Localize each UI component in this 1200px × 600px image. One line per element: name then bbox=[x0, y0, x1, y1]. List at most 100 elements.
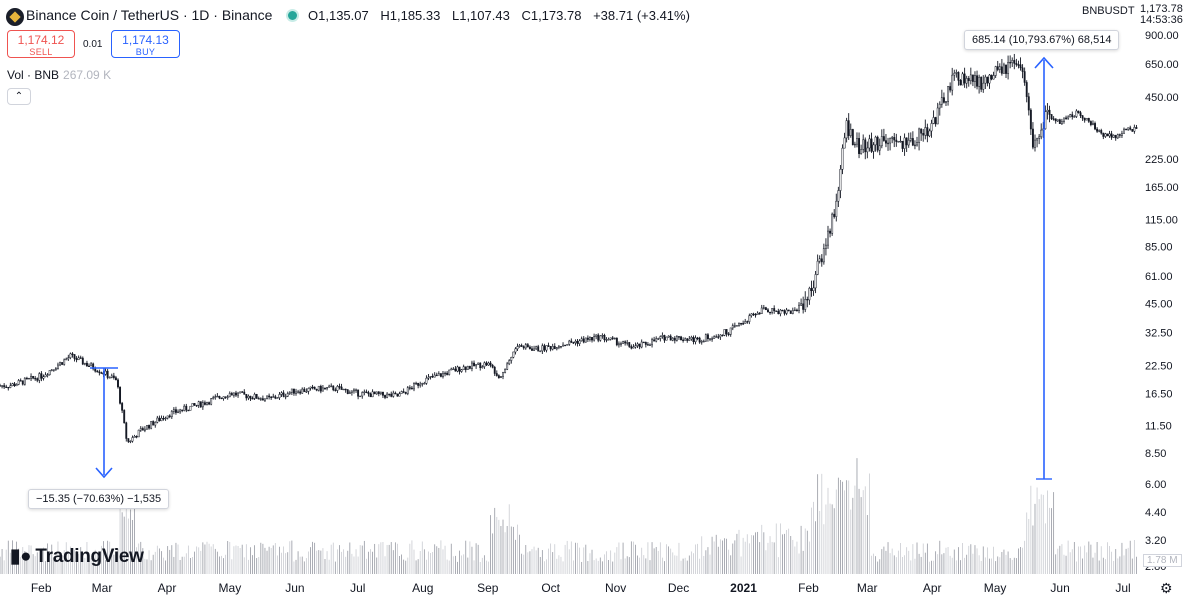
candle-body bbox=[342, 388, 345, 391]
candle-body bbox=[307, 388, 310, 392]
candle-body bbox=[837, 190, 840, 202]
tradingview-logo[interactable]: ▮● TradingView bbox=[10, 545, 144, 568]
candle-body bbox=[936, 107, 939, 125]
candle-body bbox=[400, 391, 403, 394]
candle-body bbox=[479, 362, 482, 368]
candle-body bbox=[206, 402, 208, 405]
candle-body bbox=[851, 129, 854, 146]
candle-body bbox=[920, 128, 923, 134]
candle-body bbox=[371, 391, 374, 398]
candle-body bbox=[15, 384, 18, 387]
candle-body bbox=[363, 391, 366, 393]
candle-body bbox=[114, 377, 117, 381]
candle-body bbox=[468, 366, 471, 369]
candle-body bbox=[727, 333, 730, 335]
candle-body bbox=[580, 338, 583, 342]
candle-body bbox=[657, 338, 660, 340]
last-price: 1,173.78 bbox=[1140, 3, 1183, 15]
candle-body bbox=[711, 338, 714, 340]
candle-body bbox=[775, 310, 778, 312]
buy-button[interactable]: 1,174.13 BUY bbox=[111, 30, 180, 58]
candle-body bbox=[667, 335, 670, 338]
time-tick-label: Oct bbox=[541, 581, 560, 595]
drop-measure-arrow bbox=[95, 467, 113, 479]
candle-body bbox=[1120, 133, 1123, 136]
candle-body bbox=[723, 329, 726, 336]
candle-body bbox=[30, 375, 33, 379]
candle-body bbox=[435, 374, 438, 377]
candle-body bbox=[644, 342, 647, 345]
candle-body bbox=[315, 389, 318, 391]
candle-body bbox=[572, 342, 575, 344]
candle-body bbox=[419, 383, 422, 386]
bnb-coin-icon bbox=[6, 8, 24, 26]
candle-body bbox=[1102, 132, 1105, 137]
candle-body bbox=[123, 410, 126, 424]
candle-body bbox=[154, 422, 157, 426]
candle-body bbox=[57, 364, 59, 369]
candle-body bbox=[305, 391, 308, 393]
candle-body bbox=[98, 371, 101, 374]
candle-body bbox=[301, 388, 304, 394]
symbol-title[interactable]: Binance Coin / TetherUS · 1D · Binance bbox=[26, 7, 273, 23]
time-tick-label: Apr bbox=[158, 581, 177, 595]
candle-body bbox=[845, 120, 848, 139]
candle-body bbox=[311, 386, 314, 389]
candle-body bbox=[597, 334, 600, 341]
candle-body bbox=[531, 348, 533, 351]
time-tick-label: Aug bbox=[412, 581, 433, 595]
candle-body bbox=[499, 375, 502, 379]
candle-body bbox=[309, 386, 312, 389]
candle-body bbox=[582, 338, 585, 343]
candle-body bbox=[800, 303, 803, 306]
candle-body bbox=[1009, 62, 1012, 64]
time-tick-label: Dec bbox=[668, 581, 689, 595]
candle-body bbox=[1027, 96, 1030, 111]
candle-body bbox=[417, 382, 420, 386]
time-tick-label: Mar bbox=[857, 581, 878, 595]
candle-body bbox=[715, 336, 718, 338]
candle-body bbox=[810, 288, 813, 291]
candles bbox=[0, 53, 1138, 444]
volume-legend[interactable]: Vol · BNB 267.09 K bbox=[7, 68, 111, 82]
candle-body bbox=[858, 138, 860, 154]
candle-body bbox=[257, 398, 260, 400]
candle-body bbox=[458, 366, 461, 372]
candle-body bbox=[350, 390, 353, 393]
candle-body bbox=[748, 315, 751, 322]
candle-body bbox=[28, 378, 30, 380]
candle-body bbox=[1114, 135, 1117, 139]
candle-body bbox=[75, 358, 78, 361]
candle-body bbox=[516, 346, 519, 350]
candle-body bbox=[864, 139, 867, 153]
last-price-box: 1,173.78 14:53:36 bbox=[1140, 4, 1183, 26]
candle-body bbox=[976, 75, 978, 87]
time-tick-label: Feb bbox=[31, 581, 52, 595]
candle-body bbox=[1100, 130, 1103, 134]
candle-body bbox=[663, 335, 666, 341]
candle-body bbox=[162, 418, 165, 420]
candle-body bbox=[1112, 135, 1115, 138]
candle-body bbox=[688, 338, 691, 341]
candle-body bbox=[754, 314, 757, 316]
candle-body bbox=[444, 372, 447, 375]
candle-body bbox=[297, 391, 300, 393]
gear-icon[interactable]: ⚙ bbox=[1160, 580, 1173, 596]
candle-body bbox=[876, 136, 879, 151]
pair-code: BNBUSDT bbox=[1082, 5, 1135, 17]
candle-body bbox=[829, 230, 832, 234]
time-tick-label: Jul bbox=[350, 581, 365, 595]
candle-body bbox=[605, 339, 608, 341]
candle-body bbox=[402, 391, 405, 393]
candle-body bbox=[533, 348, 536, 351]
candle-body bbox=[216, 395, 219, 398]
collapse-button[interactable]: ⌃ bbox=[7, 88, 31, 105]
candle-body bbox=[7, 386, 10, 389]
sell-button[interactable]: 1,174.12 SELL bbox=[7, 30, 75, 58]
candle-body bbox=[545, 345, 548, 351]
candle-body bbox=[1129, 127, 1132, 130]
candle-body bbox=[319, 385, 322, 392]
time-tick-label: Nov bbox=[605, 581, 626, 595]
candle-body bbox=[65, 358, 68, 361]
